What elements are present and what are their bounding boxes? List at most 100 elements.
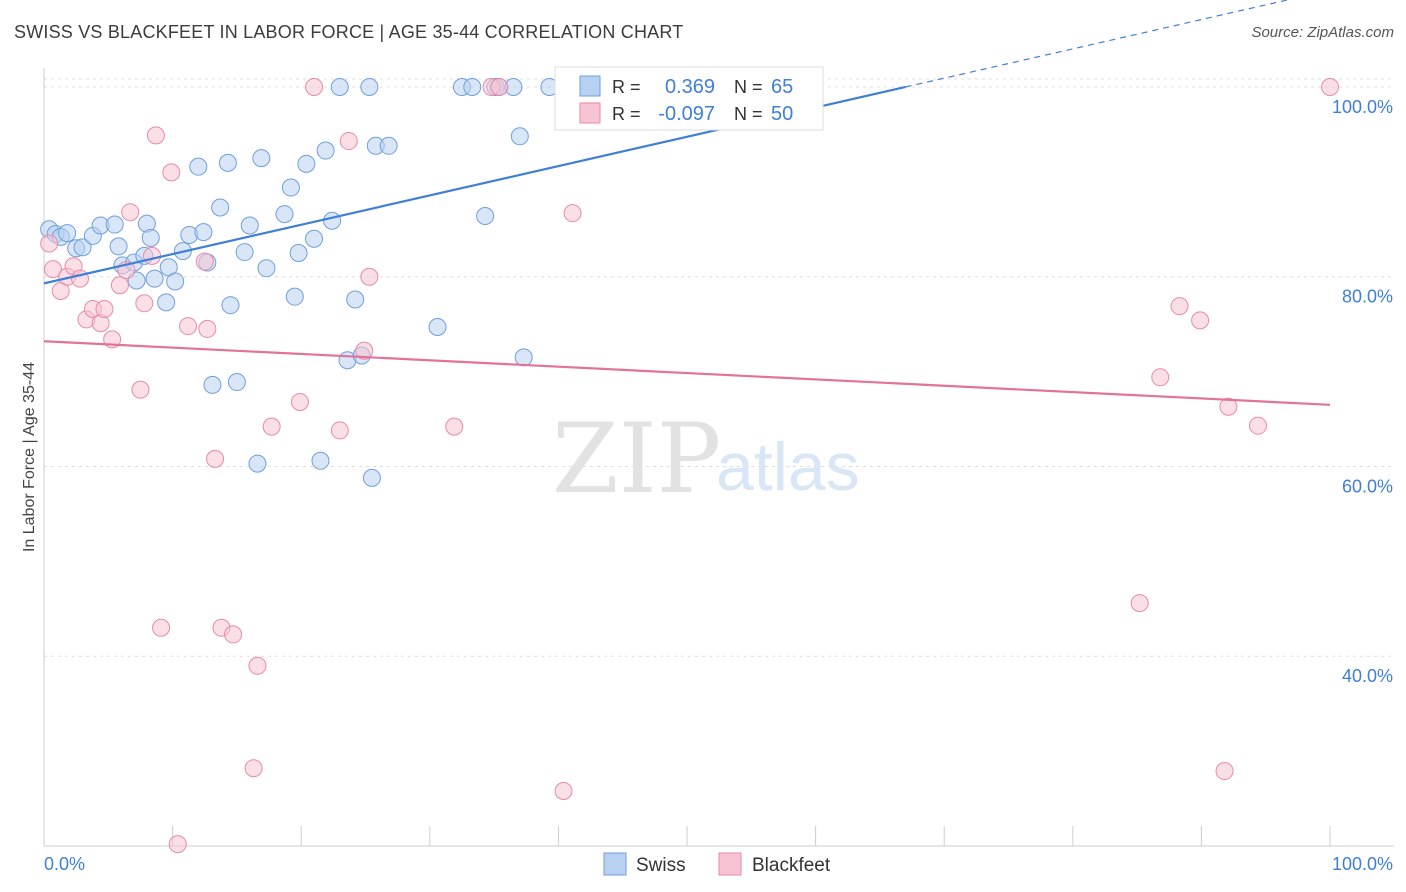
blackfeet-point [224,625,243,644]
swiss-point [235,243,254,262]
blackfeet-point [135,294,154,313]
stats-r-value-swiss: 0.369 [665,76,715,98]
x-tick-label: 100.0% [1332,854,1393,874]
blackfeet-point [339,132,358,151]
blackfeet-point [554,781,573,800]
watermark: ZIP atlas [552,403,860,515]
blackfeet-point [71,269,90,288]
blackfeet-point [490,77,509,96]
y-axis-label: In Labor Force | Age 35-44 [21,362,38,552]
swiss-point [463,77,482,96]
axis-layer [43,68,1394,847]
swiss-point [189,157,208,176]
swiss-point [252,149,271,168]
swiss-point [218,153,237,172]
blackfeet-point [121,203,140,222]
swiss-point [203,375,222,394]
blackfeet-point [179,317,198,336]
swiss-point [105,215,124,234]
blackfeet-point [244,759,263,778]
blackfeet-point [152,618,171,637]
stats-n-label-swiss: N = [734,77,763,97]
swiss-point [289,244,308,263]
blackfeet-point [1215,762,1234,781]
swiss-point [362,468,381,487]
swiss-point [257,259,276,278]
trend-layer [43,0,1331,406]
blackfeet-point [1321,77,1339,96]
blackfeet-point [95,299,114,318]
swiss-point [194,223,213,242]
swiss-point [145,269,164,288]
blackfeet-point [1130,594,1149,613]
swiss-point [379,136,398,155]
y-tick-label: 100.0% [1332,97,1393,117]
swiss-point [58,224,77,243]
stats-n-value-blackfeet: 50 [771,103,793,125]
swiss-point [305,229,324,248]
tick-label-layer: 40.0% 60.0% 80.0% 100.0% 0.0% 100.0% [44,97,1393,874]
swiss-point [248,454,267,473]
legend-swatch-blackfeet [718,852,742,876]
swiss-trend-extension [905,0,1290,88]
legend-label-swiss: Swiss [636,855,686,876]
blackfeet-point [195,252,214,271]
blackfeet-point [143,246,162,265]
blackfeet-point [248,656,267,675]
swiss-point [323,211,342,230]
points-layer [40,77,1339,854]
swiss-point [285,287,304,306]
legend-label-blackfeet: Blackfeet [752,855,831,876]
blackfeet-point [162,163,181,182]
swiss-point [510,127,529,146]
blackfeet-point [1151,368,1170,387]
swiss-point [281,178,300,197]
stats-n-label-blackfeet: N = [734,104,763,124]
blackfeet-point [1248,416,1267,435]
blackfeet-point [360,267,379,286]
blackfeet-point [40,234,59,253]
blackfeet-point [168,835,187,854]
blackfeet-point [131,380,150,399]
watermark-zip: ZIP [552,403,721,515]
blackfeet-point [146,126,165,145]
chart-title: SWISS VS BLACKFEET IN LABOR FORCE | AGE … [14,22,684,42]
swiss-point [221,296,240,315]
blackfeet-point [262,417,281,436]
blackfeet-point [1191,311,1210,330]
x-tick-label: 0.0% [44,854,85,874]
swiss-point [275,205,294,224]
stats-n-value-swiss: 65 [771,76,793,98]
blackfeet-point [206,449,225,468]
blackfeet-point [563,204,582,223]
y-tick-label: 60.0% [1342,476,1393,496]
bottom-legend: Swiss Blackfeet [603,852,831,876]
blackfeet-point [330,421,349,440]
swiss-point [360,77,379,96]
swiss-point [428,318,447,337]
swiss-point [297,154,316,173]
y-tick-label: 40.0% [1342,666,1393,686]
stats-legend-swatch-blackfeet [579,102,601,124]
swiss-point [240,216,259,235]
swiss-point [514,348,533,367]
blackfeet-point [1170,297,1189,316]
swiss-point [157,293,176,312]
swiss-point [211,198,230,217]
swiss-point [109,237,128,256]
swiss-point [73,238,92,257]
blackfeet-point [198,319,217,338]
blackfeet-point [290,392,309,411]
stats-legend-box: R = 0.369 N = 65 R = -0.097 N = 50 [554,66,824,131]
blackfeet-point [305,77,324,96]
blackfeet-trend-line [43,340,1331,406]
swiss-point [141,228,160,247]
source-credit: Source: ZipAtlas.com [1251,24,1394,41]
stats-r-value-blackfeet: -0.097 [658,103,715,125]
blackfeet-point [110,276,129,295]
swiss-point [330,77,349,96]
legend-swatch-swiss [603,852,627,876]
swiss-point [346,290,365,309]
stats-r-label-blackfeet: R = [612,104,641,124]
